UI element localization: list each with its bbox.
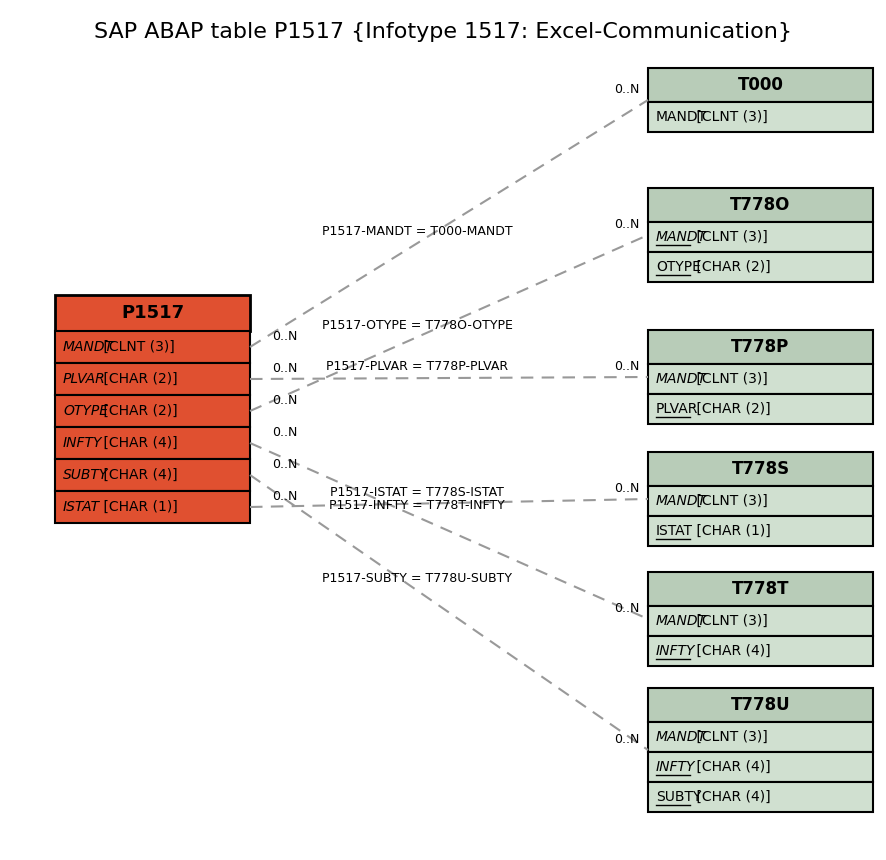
Text: 0..N: 0..N xyxy=(614,83,640,96)
Text: MANDT: MANDT xyxy=(656,494,706,508)
Bar xyxy=(648,516,872,546)
Bar xyxy=(648,752,872,782)
Text: [CHAR (1)]: [CHAR (1)] xyxy=(691,524,770,538)
Bar xyxy=(648,636,872,666)
Text: MANDT: MANDT xyxy=(63,340,114,354)
Text: MANDT: MANDT xyxy=(656,730,706,744)
Text: [CHAR (1)]: [CHAR (1)] xyxy=(99,500,177,514)
Text: 0..N: 0..N xyxy=(614,482,640,495)
Text: MANDT: MANDT xyxy=(656,230,706,244)
Bar xyxy=(648,222,872,252)
Text: [CHAR (2)]: [CHAR (2)] xyxy=(99,404,177,418)
Text: T778T: T778T xyxy=(731,580,789,598)
Text: 0..N: 0..N xyxy=(614,360,640,373)
Text: [CHAR (4)]: [CHAR (4)] xyxy=(691,760,770,774)
Text: OTYPE: OTYPE xyxy=(656,260,700,274)
Bar xyxy=(648,252,872,282)
Bar xyxy=(648,188,872,222)
Text: MANDT: MANDT xyxy=(656,372,706,386)
Text: [CLNT (3)]: [CLNT (3)] xyxy=(691,110,767,124)
Bar xyxy=(648,782,872,812)
Bar xyxy=(648,68,872,102)
Text: [CHAR (2)]: [CHAR (2)] xyxy=(99,372,177,386)
Bar xyxy=(55,459,250,491)
Bar xyxy=(648,364,872,394)
Text: PLVAR: PLVAR xyxy=(63,372,105,386)
Text: ISTAT: ISTAT xyxy=(63,500,100,514)
Text: [CLNT (3)]: [CLNT (3)] xyxy=(691,614,767,628)
Text: INFTY: INFTY xyxy=(656,644,695,658)
Text: P1517-ISTAT = T778S-ISTAT: P1517-ISTAT = T778S-ISTAT xyxy=(330,486,503,499)
Bar xyxy=(55,395,250,427)
Text: [CLNT (3)]: [CLNT (3)] xyxy=(691,230,767,244)
Bar xyxy=(55,295,250,331)
Bar xyxy=(55,363,250,395)
Bar xyxy=(648,394,872,424)
Text: P1517-INFTY = T778T-INFTY: P1517-INFTY = T778T-INFTY xyxy=(329,499,504,512)
Text: 0..N: 0..N xyxy=(614,733,640,746)
Bar xyxy=(648,330,872,364)
Text: [CLNT (3)]: [CLNT (3)] xyxy=(99,340,175,354)
Text: 0..N: 0..N xyxy=(272,394,297,407)
Text: T778S: T778S xyxy=(731,460,789,478)
Bar xyxy=(648,486,872,516)
Text: MANDT: MANDT xyxy=(656,614,706,628)
Text: PLVAR: PLVAR xyxy=(656,402,697,416)
Text: [CHAR (4)]: [CHAR (4)] xyxy=(691,644,770,658)
Text: 0..N: 0..N xyxy=(614,218,640,231)
Text: 0..N: 0..N xyxy=(272,426,297,439)
Bar xyxy=(648,572,872,606)
Text: [CHAR (2)]: [CHAR (2)] xyxy=(691,402,770,416)
Text: T778P: T778P xyxy=(731,338,789,356)
Text: T778O: T778O xyxy=(729,196,789,214)
Text: SUBTY: SUBTY xyxy=(656,790,701,804)
Text: P1517-OTYPE = T778O-OTYPE: P1517-OTYPE = T778O-OTYPE xyxy=(322,319,512,332)
Text: MANDT: MANDT xyxy=(656,110,706,124)
Bar xyxy=(648,452,872,486)
Text: [CLNT (3)]: [CLNT (3)] xyxy=(691,730,767,744)
Text: P1517-PLVAR = T778P-PLVAR: P1517-PLVAR = T778P-PLVAR xyxy=(326,360,508,373)
Text: 0..N: 0..N xyxy=(272,490,297,503)
Text: 0..N: 0..N xyxy=(614,602,640,615)
Bar xyxy=(55,331,250,363)
Bar xyxy=(55,427,250,459)
Text: INFTY: INFTY xyxy=(656,760,695,774)
Text: [CLNT (3)]: [CLNT (3)] xyxy=(691,494,767,508)
Bar xyxy=(648,688,872,722)
Bar xyxy=(648,606,872,636)
Bar xyxy=(648,722,872,752)
Text: 0..N: 0..N xyxy=(272,458,297,471)
Text: [CHAR (4)]: [CHAR (4)] xyxy=(99,468,177,482)
Text: OTYPE: OTYPE xyxy=(63,404,108,418)
Text: INFTY: INFTY xyxy=(63,436,103,450)
Text: P1517: P1517 xyxy=(120,304,184,322)
Bar xyxy=(648,102,872,132)
Text: T778U: T778U xyxy=(730,696,789,714)
Text: [CHAR (4)]: [CHAR (4)] xyxy=(99,436,177,450)
Text: ISTAT: ISTAT xyxy=(656,524,692,538)
Text: [CLNT (3)]: [CLNT (3)] xyxy=(691,372,767,386)
Text: P1517-SUBTY = T778U-SUBTY: P1517-SUBTY = T778U-SUBTY xyxy=(322,573,511,586)
Text: [CHAR (4)]: [CHAR (4)] xyxy=(691,790,770,804)
Bar xyxy=(55,491,250,523)
Text: P1517-MANDT = T000-MANDT: P1517-MANDT = T000-MANDT xyxy=(322,225,512,238)
Text: 0..N: 0..N xyxy=(272,362,297,375)
Text: T000: T000 xyxy=(737,76,782,94)
Text: [CHAR (2)]: [CHAR (2)] xyxy=(691,260,770,274)
Text: 0..N: 0..N xyxy=(272,330,297,343)
Text: SAP ABAP table P1517 {Infotype 1517: Excel-Communication}: SAP ABAP table P1517 {Infotype 1517: Exc… xyxy=(95,22,791,42)
Text: SUBTY: SUBTY xyxy=(63,468,108,482)
